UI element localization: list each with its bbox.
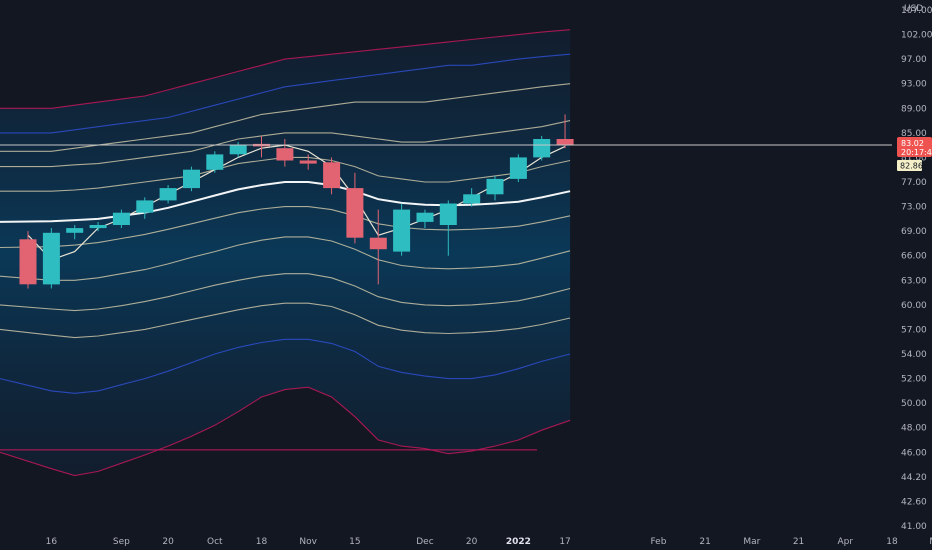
time-axis-tick: Dec bbox=[416, 537, 433, 547]
price-axis-tick: 73.00 bbox=[901, 203, 927, 213]
price-axis-tick: 77.00 bbox=[901, 178, 927, 188]
price-axis-tick: 81.00 bbox=[901, 153, 927, 163]
candle-up bbox=[112, 212, 130, 225]
band-fill bbox=[0, 29, 571, 476]
candle-up bbox=[89, 225, 107, 229]
band-line-l3 bbox=[0, 302, 571, 339]
price-axis-tick: 85.00 bbox=[901, 129, 927, 139]
candle-up bbox=[183, 169, 200, 189]
time-axis-tick: 2022 bbox=[506, 537, 531, 547]
band-line-l2 bbox=[0, 273, 571, 312]
price-axis-tick: 52.00 bbox=[901, 375, 927, 385]
band-area bbox=[0, 29, 571, 476]
price-axis-tick: 66.00 bbox=[901, 252, 927, 262]
candle-down bbox=[369, 237, 387, 250]
time-axis-tick: 20 bbox=[466, 537, 478, 547]
price-axis-tick: 102.00 bbox=[901, 31, 932, 41]
candle-up bbox=[66, 228, 84, 233]
time-axis-tick: May bbox=[929, 537, 932, 547]
price-axis-tick: 46.00 bbox=[901, 448, 927, 458]
time-axis-tick: 21 bbox=[793, 537, 804, 547]
candle-down bbox=[299, 160, 317, 164]
time-axis-tick: Mar bbox=[743, 537, 760, 547]
candle-down bbox=[323, 162, 341, 189]
candle-up bbox=[136, 200, 154, 213]
time-axis-tick: 18 bbox=[886, 537, 898, 547]
candle-up bbox=[416, 212, 434, 222]
band-line-l4 bbox=[0, 338, 571, 394]
candle-up bbox=[42, 232, 60, 285]
band-line-l0 bbox=[0, 206, 571, 249]
time-axis-tick: Feb bbox=[650, 537, 666, 547]
candle-up bbox=[533, 139, 551, 158]
band-line-u2 bbox=[0, 83, 571, 152]
candle-up bbox=[393, 209, 411, 252]
candle-up bbox=[229, 145, 247, 155]
price-axis-tick: 69.00 bbox=[901, 227, 927, 237]
band-line-u4 bbox=[0, 29, 571, 109]
time-axis-tick: Sep bbox=[113, 537, 130, 547]
band-line-l1 bbox=[0, 236, 571, 281]
time-axis-tick: Nov bbox=[299, 537, 317, 547]
time-axis-tick: 18 bbox=[256, 537, 268, 547]
candle-up bbox=[159, 188, 177, 201]
alt-price-label: 82.86 bbox=[900, 162, 923, 171]
currency-label[interactable]: USD bbox=[904, 4, 924, 14]
price-axis-tick: 60.00 bbox=[901, 301, 927, 311]
price-axis-tick: 44.20 bbox=[901, 473, 927, 483]
candle-up bbox=[439, 203, 457, 225]
candle-down bbox=[556, 139, 574, 145]
price-axis-tick: 48.00 bbox=[901, 424, 927, 434]
band-line-u1 bbox=[0, 120, 571, 168]
candle-down bbox=[346, 188, 364, 238]
candle-up bbox=[463, 194, 481, 204]
time-axis-tick: 15 bbox=[349, 537, 360, 547]
price-axis-tick: 93.00 bbox=[901, 80, 927, 90]
candle-up bbox=[509, 157, 527, 179]
time-axis-tick: Oct bbox=[207, 537, 223, 547]
price-axis-tick: 54.00 bbox=[901, 350, 927, 360]
price-axis-tick: 107.00 bbox=[901, 6, 932, 16]
price-axis-tick: 50.00 bbox=[901, 399, 927, 409]
price-axis-tick: 97.00 bbox=[901, 55, 927, 65]
time-axis: 16 Sep 20 Oct 18 Nov 15 Dec 20 2022 17 Feb 21 Mar 21 Ap… bbox=[46, 537, 932, 547]
time-axis-tick: 17 bbox=[559, 537, 570, 547]
price-axis-tick: 63.00 bbox=[901, 276, 927, 286]
price-axis: 107.00 102.00 97.00 93.00 89.00 85.00 81.00 77.… bbox=[901, 6, 932, 532]
countdown-label: 20:17:45 bbox=[901, 148, 932, 157]
time-axis-tick: 16 bbox=[46, 537, 58, 547]
candle-down bbox=[19, 239, 37, 285]
time-axis-tick: 21 bbox=[699, 537, 710, 547]
candle-down bbox=[276, 148, 294, 161]
time-axis-tick: 20 bbox=[162, 537, 174, 547]
candle-up bbox=[486, 178, 504, 195]
band-line-u3 bbox=[0, 53, 571, 134]
last-price-tag bbox=[897, 137, 932, 157]
alt-price-tag bbox=[897, 160, 922, 171]
time-axis-tick: Apr bbox=[837, 537, 853, 547]
band-line-u0 bbox=[0, 156, 571, 192]
last-price-label: 83.02 bbox=[901, 139, 924, 148]
price-axis-tick: 57.00 bbox=[901, 325, 927, 335]
candle-up bbox=[206, 154, 224, 170]
price-axis-tick: 89.00 bbox=[901, 104, 927, 114]
price-axis-tick: 41.00 bbox=[901, 522, 927, 532]
price-axis-tick: 42.60 bbox=[901, 497, 927, 507]
